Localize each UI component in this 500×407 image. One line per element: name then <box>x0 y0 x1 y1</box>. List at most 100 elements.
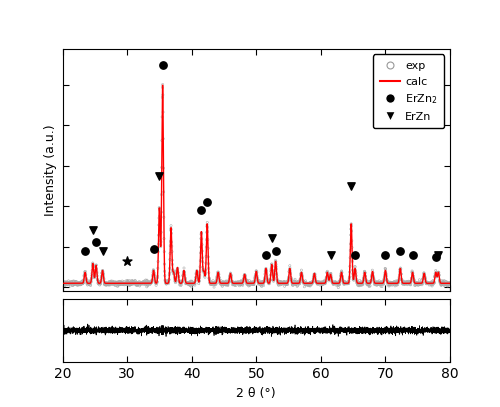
Point <box>251 276 259 283</box>
Point <box>283 280 291 287</box>
Point <box>182 277 190 284</box>
Point <box>273 276 281 282</box>
Point <box>148 278 156 284</box>
Point <box>192 278 200 284</box>
Point <box>338 277 346 283</box>
Point <box>226 275 234 281</box>
Point <box>442 280 450 287</box>
Point <box>330 281 338 287</box>
Point <box>410 279 418 285</box>
Point <box>172 276 179 283</box>
Point <box>304 282 312 289</box>
Point <box>296 276 304 282</box>
Point <box>410 278 418 284</box>
Point <box>316 280 324 286</box>
Point <box>188 278 196 284</box>
Point <box>280 280 287 287</box>
Point <box>72 280 80 287</box>
Point <box>118 280 126 286</box>
Point <box>128 279 136 286</box>
Point <box>362 278 370 284</box>
Point <box>403 279 411 285</box>
Point <box>404 282 411 288</box>
Point <box>113 281 121 287</box>
Point <box>287 274 295 281</box>
Point <box>311 271 319 277</box>
Point <box>124 281 132 287</box>
Point <box>368 271 376 278</box>
Point <box>224 279 232 285</box>
Point <box>422 275 430 282</box>
Point <box>371 280 379 286</box>
Point <box>249 281 257 287</box>
Point <box>394 278 402 284</box>
Point <box>110 281 118 288</box>
Point <box>316 279 324 286</box>
Point <box>303 280 311 287</box>
Point <box>130 279 138 286</box>
Point <box>426 280 434 287</box>
Point <box>190 281 198 287</box>
Point <box>168 239 175 245</box>
Point <box>350 276 358 282</box>
Point <box>70 278 78 284</box>
Point <box>99 269 107 276</box>
Point <box>143 284 151 290</box>
Point <box>123 280 131 287</box>
Point <box>352 268 360 274</box>
Point <box>100 281 108 287</box>
Point <box>160 214 168 221</box>
Point <box>300 284 308 290</box>
Point <box>110 280 118 287</box>
Point <box>376 279 384 285</box>
Point <box>274 282 282 289</box>
Point <box>212 275 220 282</box>
Point <box>404 280 412 287</box>
Point <box>326 271 334 278</box>
Point <box>360 275 368 281</box>
Point <box>72 278 80 285</box>
Point <box>426 280 434 286</box>
Point <box>82 276 90 283</box>
Point <box>122 279 130 286</box>
Point <box>271 264 279 270</box>
Point <box>267 268 275 274</box>
Point <box>78 280 86 287</box>
Point <box>184 280 192 287</box>
Point <box>416 281 424 287</box>
Point <box>378 280 386 287</box>
Point <box>418 279 426 286</box>
Point <box>241 272 249 279</box>
Point <box>110 278 118 284</box>
Point <box>303 280 311 287</box>
Point <box>194 276 202 283</box>
Point <box>224 281 232 288</box>
Point <box>252 267 260 274</box>
Point <box>64 281 72 288</box>
Point <box>191 277 199 284</box>
Point <box>444 282 452 289</box>
Point <box>346 241 354 247</box>
Point <box>80 272 88 279</box>
Point <box>374 281 382 287</box>
Point <box>360 275 368 282</box>
Point <box>222 278 230 284</box>
Point <box>302 280 310 287</box>
Point <box>400 281 408 287</box>
Point <box>156 243 164 250</box>
Point <box>418 280 426 287</box>
Point <box>168 243 176 249</box>
Point <box>239 280 247 287</box>
Point <box>268 263 276 270</box>
Point <box>153 278 161 285</box>
Point <box>438 281 446 287</box>
Point <box>218 281 226 287</box>
Point <box>432 274 440 280</box>
Point <box>134 282 141 289</box>
Point <box>185 279 193 285</box>
Point <box>366 278 374 285</box>
Point <box>301 281 309 287</box>
Point <box>236 281 244 288</box>
Point <box>94 278 102 284</box>
Point <box>349 276 357 283</box>
